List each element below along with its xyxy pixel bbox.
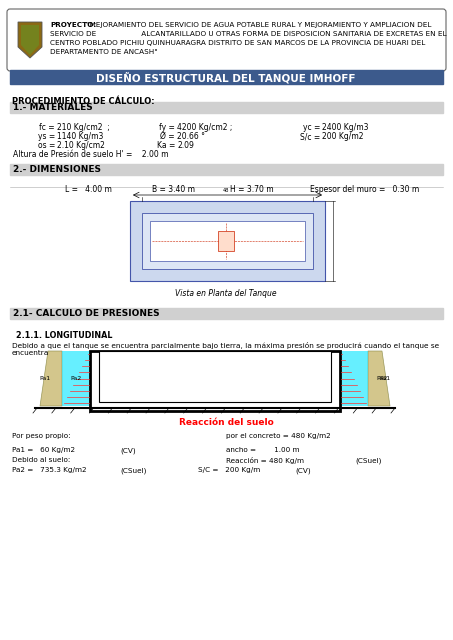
- Bar: [10, 102, 443, 113]
- Text: fy =: fy =: [159, 123, 175, 132]
- Text: 2.- DIMENSIONES: 2.- DIMENSIONES: [13, 166, 101, 175]
- Text: 2.1.1. LONGITUDINAL: 2.1.1. LONGITUDINAL: [16, 331, 112, 340]
- Text: yc =: yc =: [303, 123, 320, 132]
- Text: 200 Kg/m2: 200 Kg/m2: [322, 132, 363, 141]
- Text: 4B: 4B: [223, 188, 229, 193]
- Text: Por peso propio:: Por peso propio:: [12, 433, 71, 439]
- Bar: [142, 213, 313, 269]
- Text: os =: os =: [38, 141, 55, 150]
- Text: "MEJORAMIENTO DEL SERVICIO DE AGUA POTABLE RURAL Y MEJORAMIENTO Y AMPLIACION DEL: "MEJORAMIENTO DEL SERVICIO DE AGUA POTAB…: [86, 22, 431, 28]
- Text: Pa1: Pa1: [39, 376, 51, 381]
- Text: Vista en Planta del Tanque: Vista en Planta del Tanque: [175, 289, 277, 298]
- Bar: [99, 351, 331, 402]
- Text: Espesor del muro =   0.30 m: Espesor del muro = 0.30 m: [310, 185, 419, 194]
- Bar: [10, 70, 443, 84]
- Text: S/C =   200 Kg/m: S/C = 200 Kg/m: [198, 467, 260, 473]
- Text: Pa2: Pa2: [376, 376, 388, 381]
- Text: 4200 Kg/cm2 ;: 4200 Kg/cm2 ;: [177, 123, 232, 132]
- Text: Pa1 =   60 Kg/m2: Pa1 = 60 Kg/m2: [12, 447, 75, 453]
- Text: 2400 Kg/m3: 2400 Kg/m3: [322, 123, 368, 132]
- Text: CENTRO POBLADO PICHIU QUINHUARAGRA DISTRITO DE SAN MARCOS DE LA PROVINCIA DE HUA: CENTRO POBLADO PICHIU QUINHUARAGRA DISTR…: [50, 40, 425, 46]
- Bar: [218, 231, 234, 251]
- Text: (CSuel): (CSuel): [355, 457, 381, 463]
- Text: 210 Kg/cm2  ;: 210 Kg/cm2 ;: [57, 123, 110, 132]
- Text: (CV): (CV): [120, 447, 135, 454]
- Text: Pa1: Pa1: [380, 376, 390, 381]
- Text: DISEÑO ESTRUCTURAL DEL TANQUE IMHOFF: DISEÑO ESTRUCTURAL DEL TANQUE IMHOFF: [96, 72, 356, 83]
- Text: Altura de Presión de suelo H' =    2.00 m: Altura de Presión de suelo H' = 2.00 m: [13, 150, 169, 159]
- Text: (CSuel): (CSuel): [120, 467, 146, 474]
- Text: PROYECTO:: PROYECTO:: [50, 22, 96, 28]
- Text: PROCEDIMIENTO DE CÁLCULO:: PROCEDIMIENTO DE CÁLCULO:: [12, 97, 154, 106]
- Bar: [90, 351, 340, 411]
- Text: Pa2 =   735.3 Kg/m2: Pa2 = 735.3 Kg/m2: [12, 467, 87, 473]
- Text: ancho =        1.00 m: ancho = 1.00 m: [226, 447, 299, 453]
- Polygon shape: [21, 25, 39, 55]
- Text: Reacción = 480 Kg/m: Reacción = 480 Kg/m: [226, 457, 304, 464]
- Text: 2.1- CALCULO DE PRESIONES: 2.1- CALCULO DE PRESIONES: [13, 310, 159, 319]
- Text: Debido a que el tanque se encuentra parcialmente bajo tierra, la máxima presión : Debido a que el tanque se encuentra parc…: [12, 342, 439, 356]
- Text: ys =: ys =: [38, 132, 55, 141]
- Text: Ka =: Ka =: [157, 141, 175, 150]
- Text: S/c =: S/c =: [300, 132, 320, 141]
- Polygon shape: [18, 22, 42, 58]
- Text: SERVICIO DE                    ALCANTARILLADO U OTRAS FORMA DE DISPOSICION SANIT: SERVICIO DE ALCANTARILLADO U OTRAS FORMA…: [50, 31, 447, 37]
- Text: DEPARTAMENTO DE ANCASH": DEPARTAMENTO DE ANCASH": [50, 49, 158, 55]
- Text: 20.66 °: 20.66 °: [177, 132, 205, 141]
- Bar: [10, 164, 443, 175]
- Bar: [340, 351, 368, 406]
- Text: Debido al suelo:: Debido al suelo:: [12, 457, 70, 463]
- Text: L =   4.00 m: L = 4.00 m: [65, 185, 112, 194]
- Text: H = 3.70 m: H = 3.70 m: [230, 185, 274, 194]
- Bar: [10, 308, 443, 319]
- Text: B = 3.40 m: B = 3.40 m: [152, 185, 195, 194]
- Bar: [62, 351, 90, 406]
- Polygon shape: [368, 351, 390, 406]
- Text: 2.10 Kg/cm2: 2.10 Kg/cm2: [57, 141, 105, 150]
- Text: 1140 Kg/m3: 1140 Kg/m3: [57, 132, 103, 141]
- Text: Pa2: Pa2: [70, 376, 82, 381]
- Text: Ø =: Ø =: [160, 132, 175, 141]
- Text: 1.- MATERIALES: 1.- MATERIALES: [13, 104, 93, 113]
- Text: 2.09: 2.09: [177, 141, 194, 150]
- Bar: [150, 221, 305, 261]
- Text: Reacción del suelo: Reacción del suelo: [178, 418, 273, 427]
- Text: fc =: fc =: [39, 123, 55, 132]
- Polygon shape: [40, 351, 62, 406]
- FancyBboxPatch shape: [7, 9, 446, 71]
- Bar: [130, 201, 325, 281]
- Text: (CV): (CV): [295, 467, 311, 474]
- Text: por el concreto = 480 Kg/m2: por el concreto = 480 Kg/m2: [226, 433, 331, 439]
